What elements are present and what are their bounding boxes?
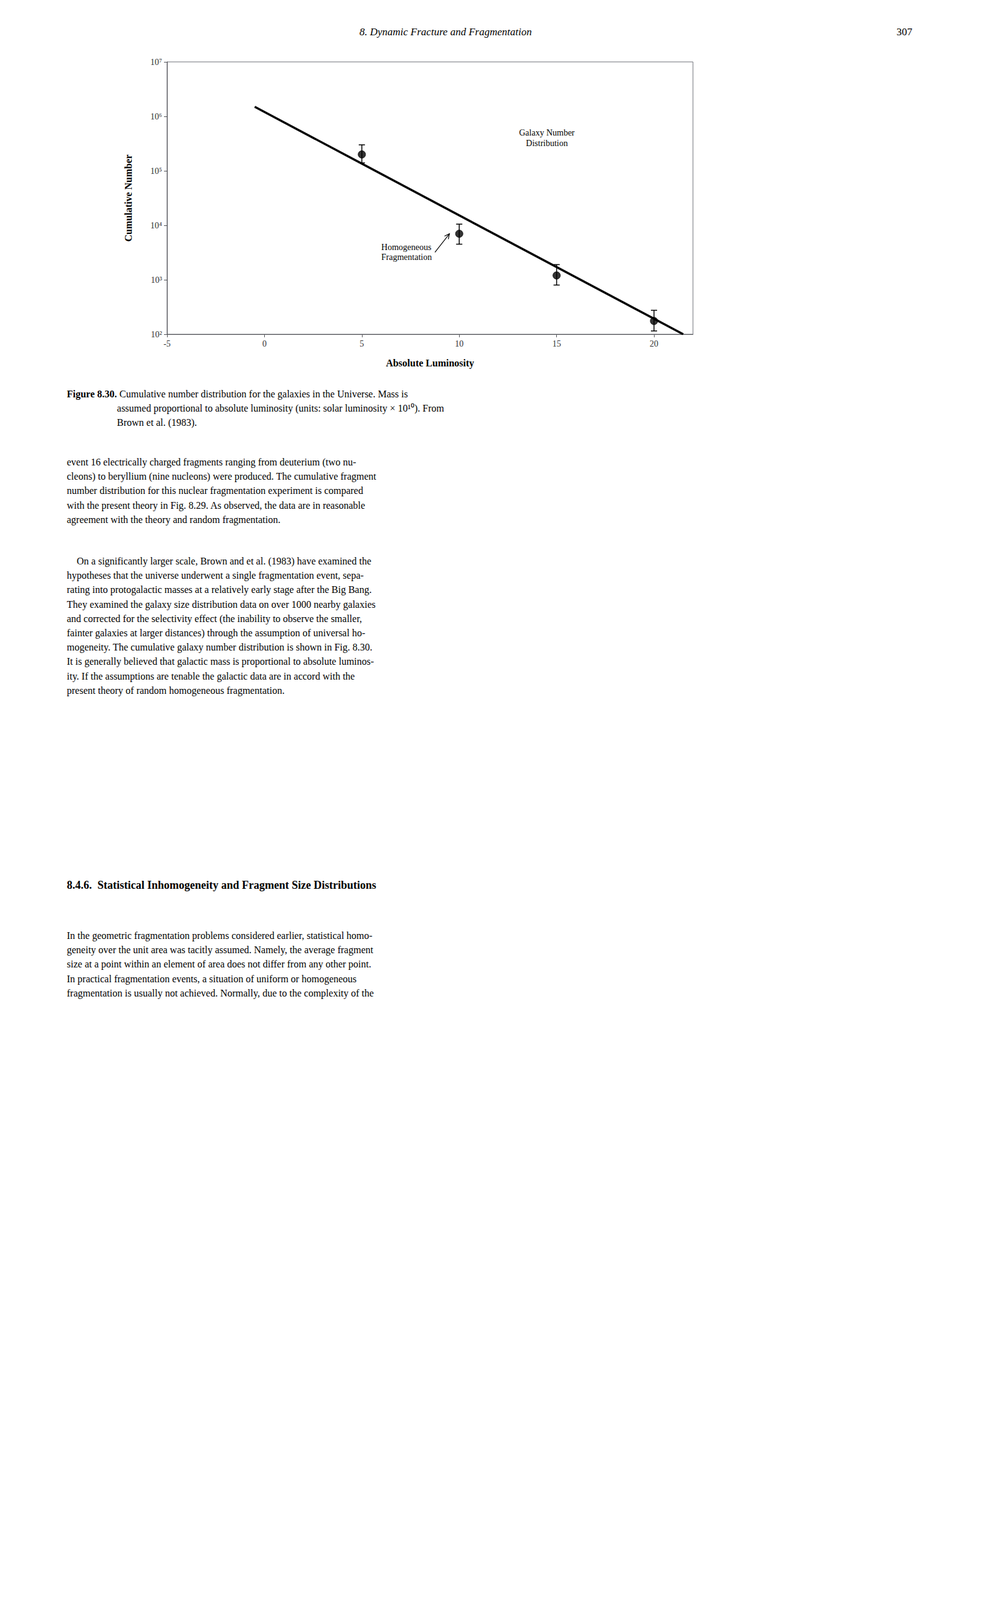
svg-text:Cumulative Number: Cumulative Number: [123, 154, 134, 242]
svg-text:10⁶: 10⁶: [150, 111, 163, 122]
svg-text:15: 15: [552, 339, 562, 349]
svg-text:Homogeneous: Homogeneous: [381, 242, 432, 252]
svg-text:0: 0: [262, 339, 267, 349]
svg-text:10⁷: 10⁷: [150, 57, 163, 67]
html-text:event 16 electrically charged: event 16 electrically charged fragments …: [66, 456, 377, 525]
svg-text:10³: 10³: [150, 275, 163, 285]
html-text:8. Dynamic Fracture and Fragme: 8. Dynamic Fracture and Fragmentation: [359, 25, 532, 38]
svg-text:Absolute Luminosity: Absolute Luminosity: [386, 357, 475, 369]
html-text:In the geometric fragmentation: In the geometric fragmentation problems …: [66, 929, 374, 998]
svg-text:Distribution: Distribution: [525, 138, 568, 148]
html-text:8.4.6. Statistical Inhomogenei: 8.4.6. Statistical Inhomogeneity and Fra…: [66, 878, 377, 891]
html-text:Figure 8.30. Cumulative number: Figure 8.30. Cumulative number distribut…: [66, 388, 445, 428]
html-text:On a significantly larger scal: On a significantly larger scale, Brown a…: [66, 555, 376, 696]
svg-text:Fragmentation: Fragmentation: [381, 252, 432, 262]
svg-text:10²: 10²: [150, 329, 163, 340]
html-text:307: 307: [896, 25, 913, 38]
svg-text:-5: -5: [163, 339, 171, 349]
svg-text:Galaxy Number: Galaxy Number: [519, 128, 575, 138]
svg-text:10⁴: 10⁴: [150, 220, 163, 231]
svg-text:10⁵: 10⁵: [150, 166, 163, 176]
svg-text:5: 5: [359, 339, 364, 349]
svg-text:10: 10: [454, 339, 464, 349]
svg-text:20: 20: [649, 339, 659, 349]
